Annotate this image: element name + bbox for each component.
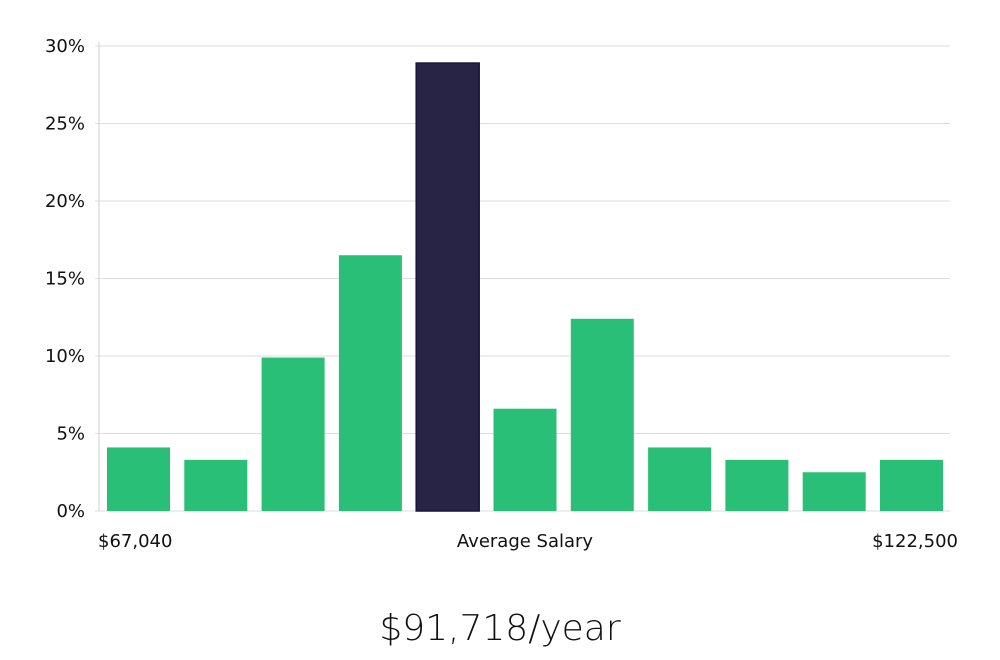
y-tick-label: 0% [56, 501, 85, 522]
x-axis-labels: $67,040 Average Salary $122,500 [98, 531, 958, 552]
bar [184, 459, 248, 511]
bar [880, 459, 943, 511]
bar [570, 318, 634, 511]
y-tick-label: 15% [45, 269, 85, 290]
bar [107, 447, 170, 511]
y-tick-label: 25% [45, 114, 85, 135]
bar [493, 408, 557, 511]
bar [338, 255, 402, 511]
y-tick-label: 5% [56, 424, 85, 445]
bars [107, 62, 943, 512]
x-label-max-salary: $122,500 [872, 531, 958, 552]
bar [648, 447, 712, 511]
bar [802, 472, 866, 511]
bar-average-salary [415, 62, 480, 512]
bar [725, 459, 789, 511]
x-label-average-salary: Average Salary [457, 531, 594, 552]
y-tick-label: 10% [45, 346, 85, 367]
x-label-min-salary: $67,040 [98, 531, 172, 552]
y-tick-label: 30% [45, 36, 85, 57]
average-salary-value: $91,718/year [379, 608, 621, 649]
y-tick-label: 20% [45, 191, 85, 212]
y-axis-ticks: 0% 5% 10% 15% 20% 25% 30% [45, 36, 85, 522]
bar [261, 357, 325, 511]
